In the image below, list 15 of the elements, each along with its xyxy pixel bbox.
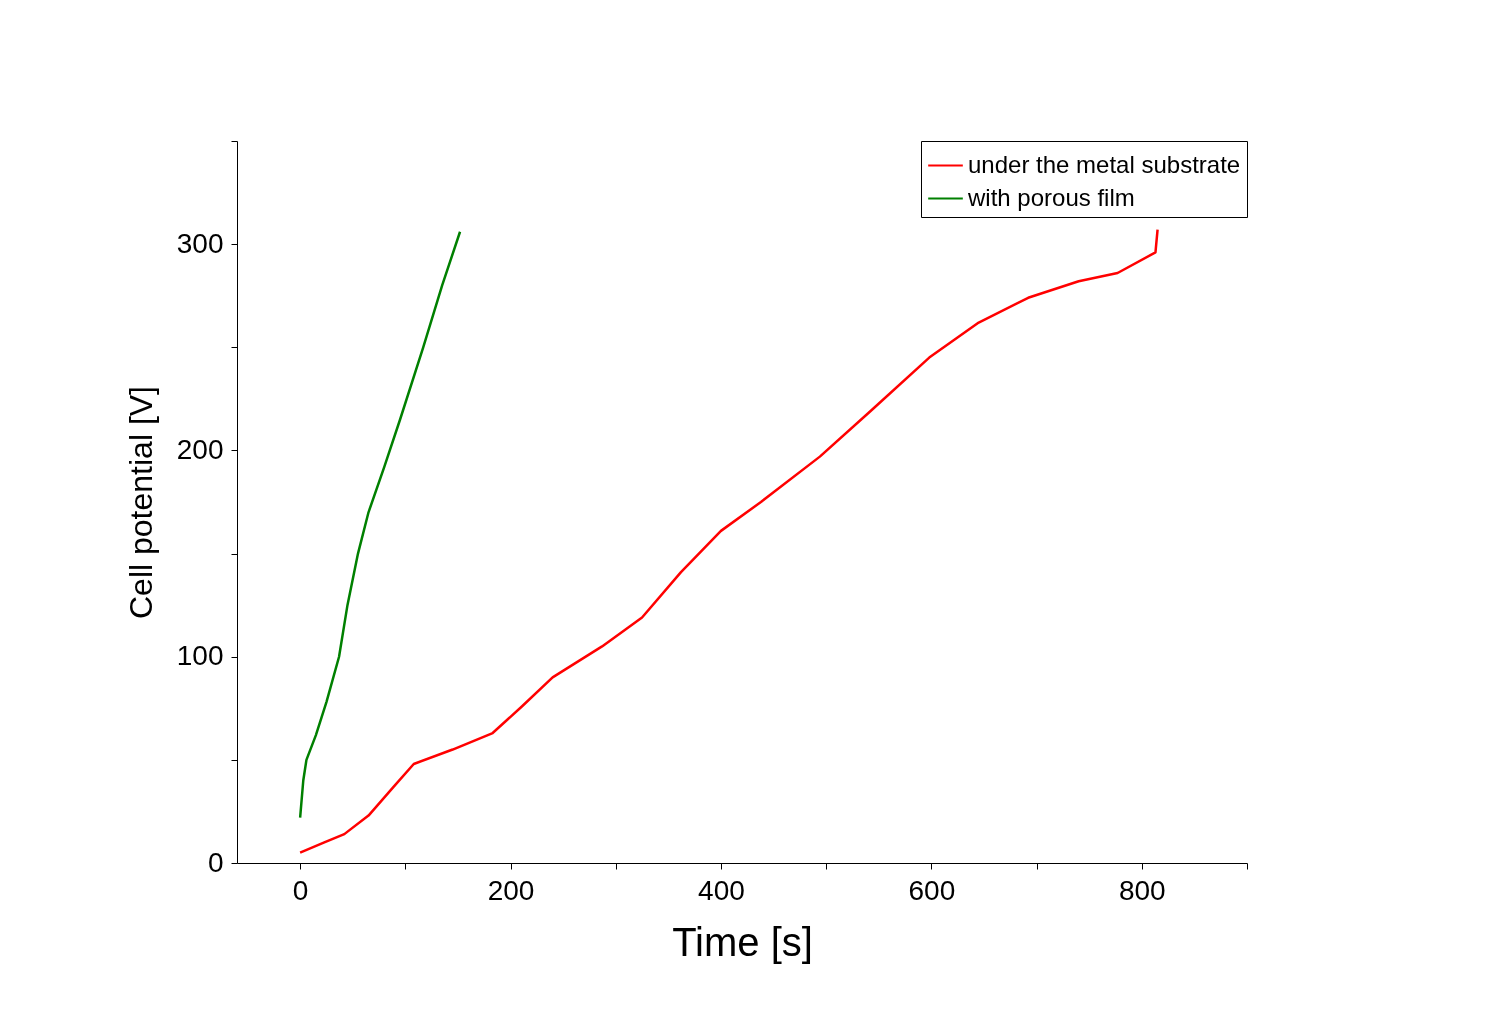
- line-series: [298, 228, 1159, 854]
- y-tick-label: 100: [176, 640, 224, 672]
- x-tick-label: 0: [292, 874, 309, 906]
- y-axis-title: Cell potential [V]: [122, 385, 159, 620]
- legend-label: under the metal substrate: [968, 150, 1241, 178]
- x-tick-label: 600: [908, 874, 956, 906]
- line-series: [298, 230, 462, 819]
- y-tick-label: 300: [176, 227, 224, 259]
- x-tick-label: 400: [698, 874, 745, 906]
- x-tick-label: 200: [487, 874, 535, 906]
- x-axis-title: Time [s]: [672, 919, 813, 964]
- y-tick-label: 0: [207, 846, 224, 878]
- legend-label: with porous film: [967, 183, 1135, 211]
- y-tick-label: 200: [176, 433, 224, 465]
- x-tick-label: 800: [1118, 874, 1166, 906]
